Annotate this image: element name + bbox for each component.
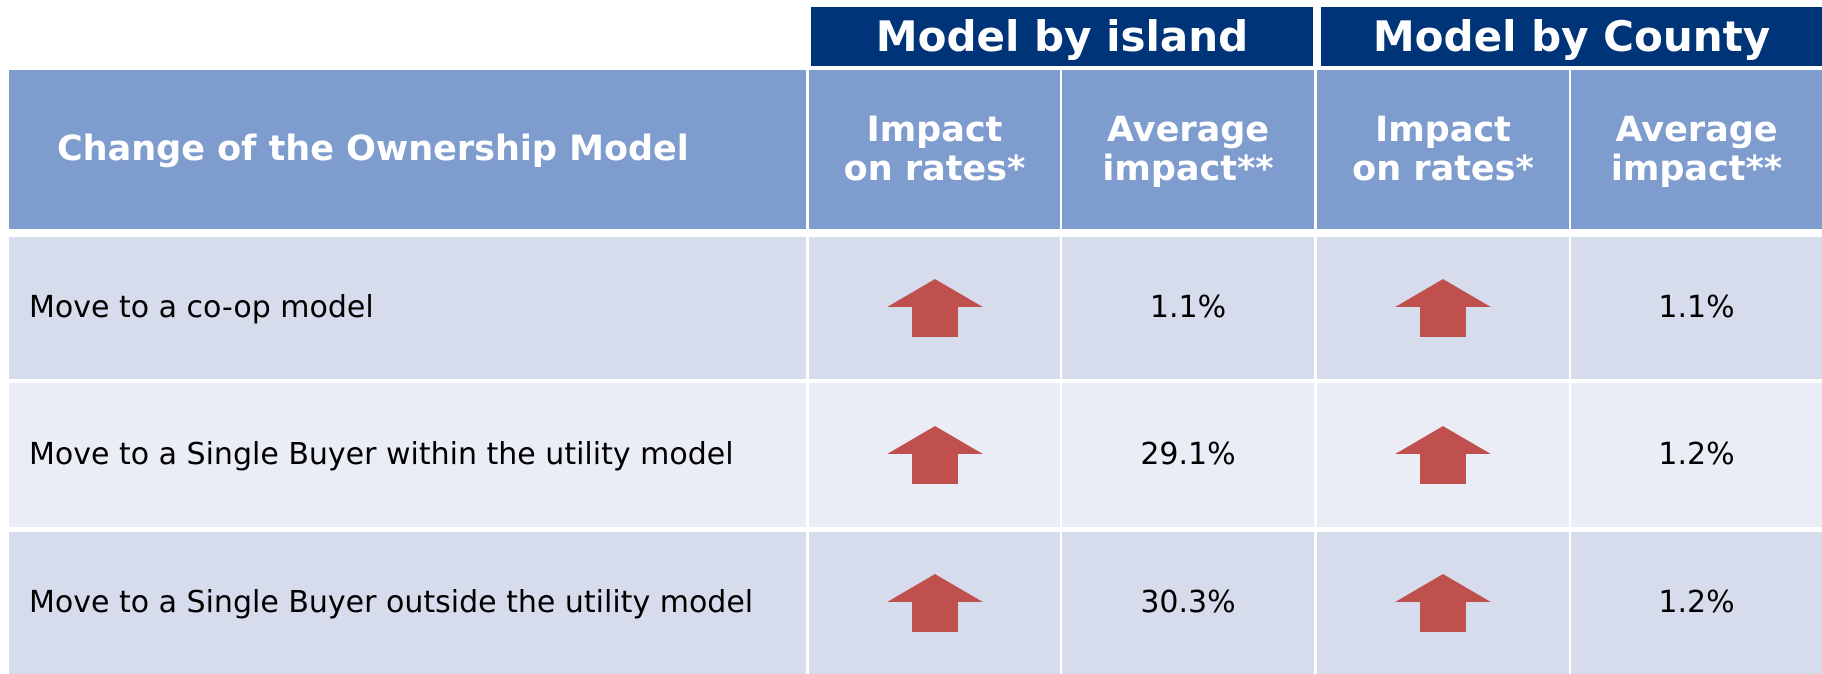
header-text: Impact xyxy=(1375,110,1511,150)
arrow-cell xyxy=(809,383,1060,527)
row-label-cell: Move to a co-op model xyxy=(9,237,806,379)
header-cell: Change of the Ownership Model xyxy=(9,70,806,229)
value-cell: 1.1% xyxy=(1062,237,1314,379)
value-cell: 1.2% xyxy=(1571,383,1822,527)
value-cell: 29.1% xyxy=(1062,383,1314,527)
header-cell: Average impact** xyxy=(1062,70,1314,229)
arrow-cell xyxy=(1317,532,1569,674)
header-text: Average xyxy=(1106,110,1270,150)
row-label-cell: Move to a Single Buyer within the utilit… xyxy=(9,383,806,527)
header-text: on rates* xyxy=(843,148,1026,189)
up-arrow xyxy=(1395,279,1491,337)
header-cell: Average impact** xyxy=(1571,70,1822,229)
arrow-shape xyxy=(886,426,983,484)
value-text: 30.3% xyxy=(1140,585,1236,621)
header-text: impact** xyxy=(1102,148,1274,189)
up-arrow xyxy=(1395,426,1491,484)
up-arrow xyxy=(886,279,983,337)
header-text: impact** xyxy=(1610,148,1783,189)
arrow-cell xyxy=(1317,383,1569,527)
header-cell: Impact on rates* xyxy=(1317,70,1569,229)
row-label-cell: Move to a Single Buyer outside the utili… xyxy=(9,532,806,674)
value-cell: 1.1% xyxy=(1571,237,1822,379)
header-text: Impact xyxy=(866,110,1003,150)
header-text: Average xyxy=(1615,110,1778,150)
arrow-cell xyxy=(1317,237,1569,379)
row-label: Move to a Single Buyer outside the utili… xyxy=(29,585,754,621)
arrow-shape xyxy=(886,279,983,337)
row-label: Move to a co-op model xyxy=(29,290,374,326)
up-arrow xyxy=(1395,574,1491,632)
group-header: Model by County xyxy=(1321,7,1822,66)
arrow-cell xyxy=(809,237,1060,379)
group-title: Model by County xyxy=(1372,12,1771,61)
value-text: 1.2% xyxy=(1658,437,1735,473)
row-label: Move to a Single Buyer within the utilit… xyxy=(29,437,734,473)
arrow-shape xyxy=(1395,574,1491,632)
arrow-shape xyxy=(1395,279,1491,337)
up-arrow xyxy=(886,426,983,484)
up-arrow xyxy=(886,574,983,632)
group-title: Model by island xyxy=(875,12,1249,61)
value-cell: 1.2% xyxy=(1571,532,1822,674)
value-text: 1.1% xyxy=(1658,290,1735,326)
value-text: 1.1% xyxy=(1149,290,1227,326)
arrow-shape xyxy=(1395,426,1491,484)
arrow-shape xyxy=(886,574,983,632)
group-header: Model by island xyxy=(811,7,1313,66)
value-cell: 30.3% xyxy=(1062,532,1314,674)
value-text: 1.2% xyxy=(1658,585,1735,621)
header-text: Change of the Ownership Model xyxy=(57,129,689,170)
header-text: on rates* xyxy=(1352,148,1534,189)
header-cell: Impact on rates* xyxy=(809,70,1060,229)
arrow-cell xyxy=(809,532,1060,674)
value-text: 29.1% xyxy=(1140,437,1236,473)
